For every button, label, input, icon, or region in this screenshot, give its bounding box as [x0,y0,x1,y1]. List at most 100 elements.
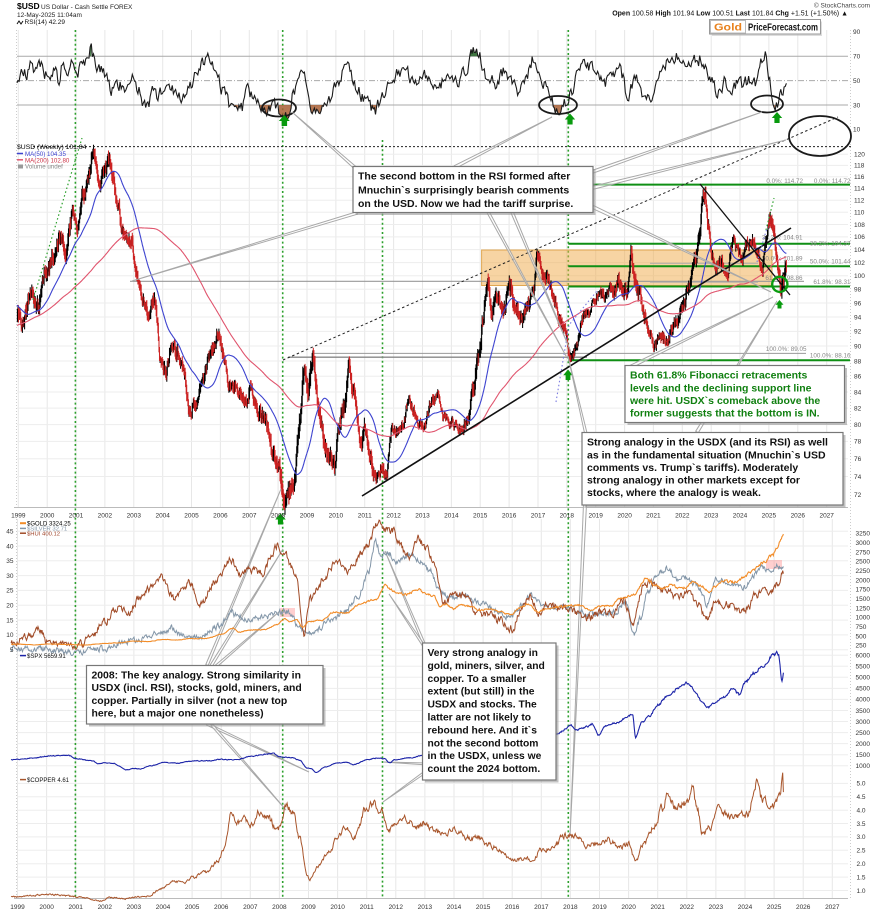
svg-text:30: 30 [6,573,14,580]
svg-text:4500: 4500 [856,686,871,693]
svg-text:90: 90 [854,343,862,350]
svg-text:1500: 1500 [856,596,871,603]
svg-text:1750: 1750 [856,587,871,594]
svg-text:copper. To a smaller: copper. To a smaller [428,674,527,685]
svg-text:35: 35 [6,558,14,565]
svg-text:5: 5 [10,647,14,654]
svg-text:5000: 5000 [856,675,871,682]
svg-text:45: 45 [6,529,14,536]
svg-text:PriceForecast.com: PriceForecast.com [748,22,818,34]
svg-text:$HUI 400.12: $HUI 400.12 [27,531,60,537]
svg-text:Very strong analogy in: Very strong analogy in [428,648,538,659]
svg-text:2013: 2013 [415,513,430,520]
svg-text:Gold: Gold [714,22,742,34]
svg-text:106: 106 [854,234,865,241]
svg-text:102: 102 [854,260,865,267]
svg-text:3.0: 3.0 [857,834,866,841]
svg-text:92: 92 [854,329,862,336]
svg-text:latter are not likely to: latter are not likely to [428,713,532,724]
svg-text:2250: 2250 [856,568,871,575]
svg-text:2017: 2017 [531,513,546,520]
svg-text:2022: 2022 [680,904,695,911]
svg-text:112: 112 [854,198,865,205]
svg-text:108: 108 [854,222,865,229]
svg-text:$SILVER 32.71: $SILVER 32.71 [27,527,67,533]
svg-text:1000: 1000 [856,615,871,622]
svg-text:USDX and stocks. The: USDX and stocks. The [428,700,538,711]
svg-text:2000: 2000 [40,513,55,520]
svg-text:Strong analogy in the USDX (an: Strong analogy in the USDX (and its RSI)… [587,437,828,449]
svg-text:1500: 1500 [856,752,871,759]
svg-text:2025: 2025 [762,513,777,520]
svg-text:2005: 2005 [184,513,199,520]
svg-text:2023: 2023 [709,904,724,911]
svg-text:2014: 2014 [444,513,459,520]
svg-text:3.5: 3.5 [857,821,866,828]
svg-text:10: 10 [6,632,14,639]
svg-text:RSI(14) 42.29: RSI(14) 42.29 [25,19,66,26]
svg-text:MA(50) 104.35: MA(50) 104.35 [25,151,66,158]
svg-text:120: 120 [854,152,865,159]
svg-text:$GOLD 3324.25: $GOLD 3324.25 [27,522,71,528]
svg-text:2000: 2000 [856,577,871,584]
svg-text:gold, miners, silver, and: gold, miners, silver, and [428,661,545,672]
svg-text:3000: 3000 [856,540,871,547]
svg-text:2024: 2024 [733,513,748,520]
svg-text:0.0%: 114.72: 0.0%: 114.72 [766,178,803,185]
svg-text:2026: 2026 [796,904,811,911]
svg-text:86: 86 [854,374,862,381]
svg-text:2003: 2003 [127,513,142,520]
svg-text:2016: 2016 [505,904,520,911]
svg-text:76: 76 [854,456,862,463]
svg-text:2024: 2024 [738,904,753,911]
svg-text:2019: 2019 [588,513,603,520]
svg-text:MA(200) 102.80: MA(200) 102.80 [25,157,70,164]
svg-text:2010: 2010 [329,513,344,520]
svg-text:2013: 2013 [418,904,433,911]
svg-text:2015: 2015 [476,904,491,911]
svg-text:96: 96 [854,300,862,307]
svg-text:100.0%: 88.16: 100.0%: 88.16 [810,353,851,360]
svg-text:2004: 2004 [155,513,170,520]
svg-text:3000: 3000 [856,719,871,726]
svg-text:38.2%: 104.57: 38.2%: 104.57 [810,241,851,248]
svg-text:2008: 2008 [271,513,286,520]
svg-text:1999: 1999 [11,513,26,520]
svg-text:2.5: 2.5 [857,848,866,855]
svg-text:70: 70 [853,54,861,61]
svg-text:2009: 2009 [301,904,316,911]
svg-text:Open 100.58 High 101.94 Low 10: Open 100.58 High 101.94 Low 100.51 Last … [612,11,848,18]
svg-text:72: 72 [854,492,862,499]
svg-text:on the USD. Now we had the tar: on the USD. Now we had the tariff surpri… [358,198,573,210]
svg-text:2000: 2000 [856,741,871,748]
svg-text:116: 116 [854,174,865,181]
svg-text:2020: 2020 [621,904,636,911]
svg-text:2001: 2001 [69,513,84,520]
svg-text:in the USDX, unless we: in the USDX, unless we [428,751,542,762]
svg-text:2001: 2001 [68,904,83,911]
svg-text:20: 20 [6,603,14,610]
svg-text:$USD (Weekly) 101.84: $USD (Weekly) 101.84 [17,144,87,151]
svg-text:2011: 2011 [360,904,374,911]
svg-text:The second bottom in the RSI f: The second bottom in the RSI formed afte… [358,171,570,183]
svg-text:2750: 2750 [856,549,871,556]
svg-text:2007: 2007 [242,513,257,520]
svg-text:strong analogy in other market: strong analogy in other markets except f… [587,475,800,487]
svg-text:Mnuchin`s surprisingly bearish: Mnuchin`s surprisingly bearish comments [358,184,569,196]
svg-text:500: 500 [856,633,867,640]
svg-text:74: 74 [854,474,862,481]
svg-text:2027: 2027 [825,904,840,911]
svg-text:98: 98 [854,287,862,294]
svg-text:2.0: 2.0 [857,861,866,868]
svg-text:copper. Partially in silver (n: copper. Partially in silver (not a new t… [92,696,288,707]
svg-text:2022: 2022 [675,513,690,520]
svg-text:750: 750 [856,624,867,631]
svg-text:25: 25 [6,588,14,595]
svg-text:2018: 2018 [560,513,575,520]
svg-text:4.0: 4.0 [857,808,866,815]
svg-text:2027: 2027 [819,513,834,520]
svg-text:2016: 2016 [502,513,517,520]
svg-text:3250: 3250 [856,531,871,538]
svg-text:3500: 3500 [856,708,871,715]
svg-text:rebound here. And it`s: rebound here. And it`s [428,725,538,736]
